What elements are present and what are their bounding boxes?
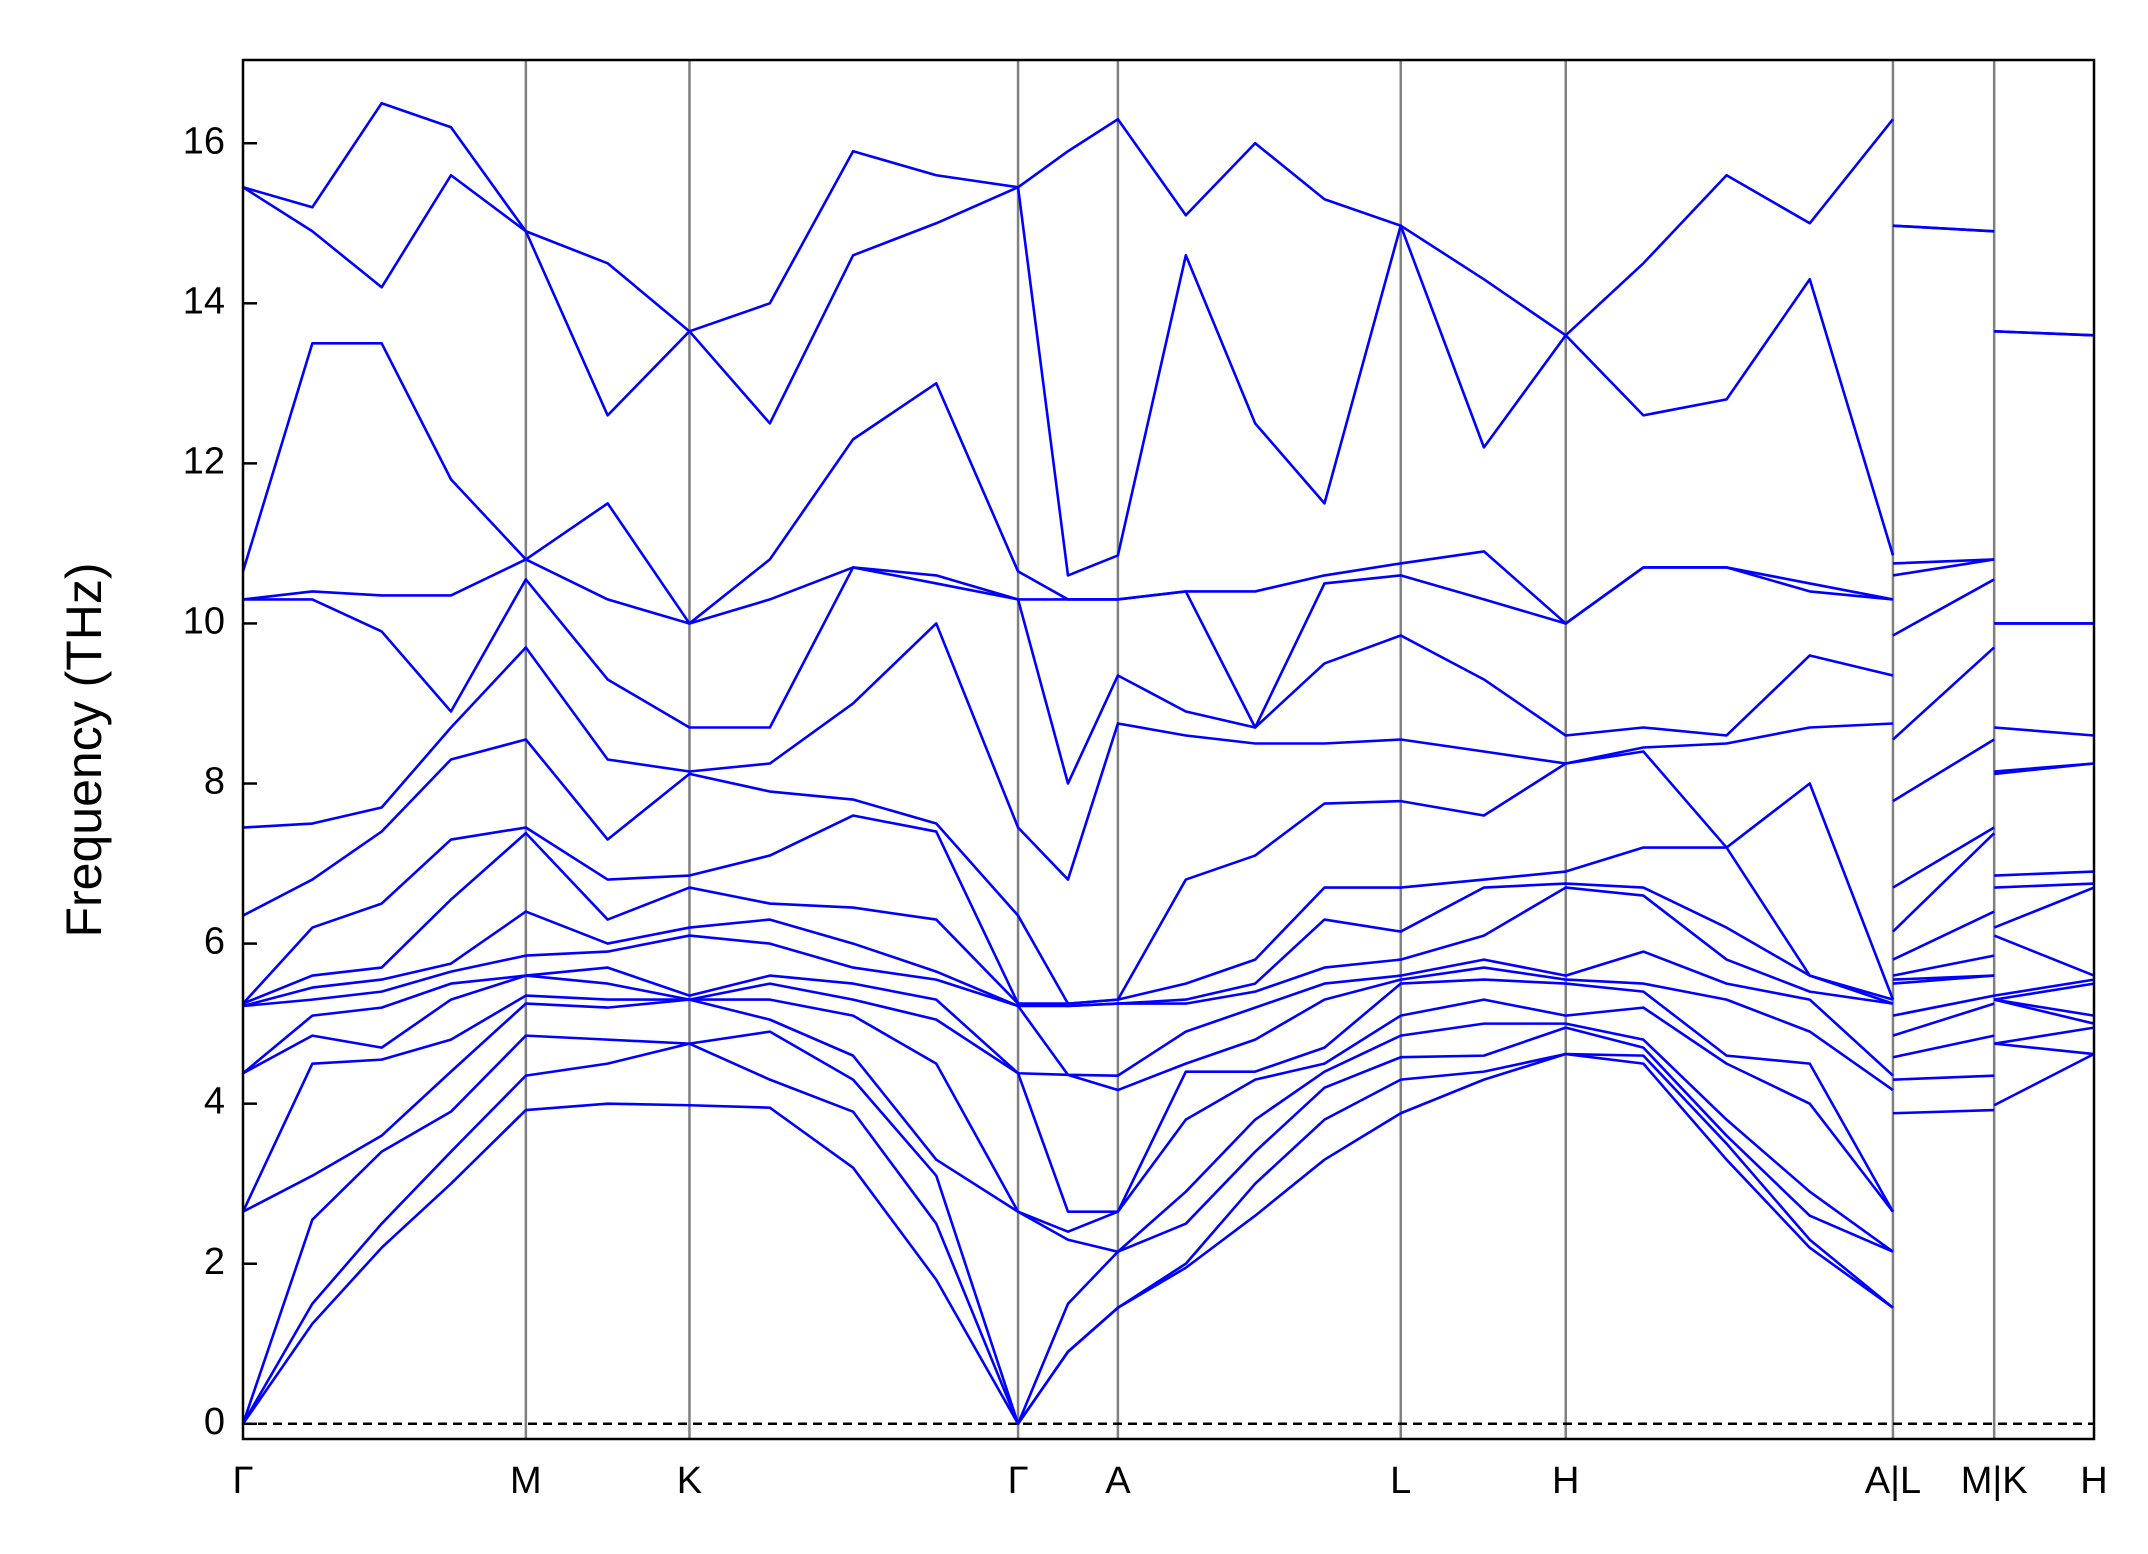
- band-line: [242, 101, 2095, 337]
- band-line: [241, 342, 2094, 625]
- y-tick-label: 6: [204, 921, 225, 963]
- x-tick-label: Γ: [1008, 1460, 1029, 1502]
- plot-frame: [241, 58, 2096, 1441]
- band-line: [241, 1042, 2095, 1426]
- x-tick-label: L: [1390, 1460, 1411, 1502]
- band-line: [242, 966, 2095, 1092]
- x-tick-label: M: [510, 1460, 542, 1502]
- band-line: [242, 998, 2095, 1254]
- x-tick-label: H: [2080, 1460, 2107, 1502]
- band-line: [242, 173, 2095, 577]
- band-line: [242, 831, 2095, 1008]
- band-line: [241, 1026, 2095, 1426]
- band-line: [242, 622, 2095, 881]
- x-tick-label: Γ: [233, 1460, 254, 1502]
- band-line: [241, 994, 2095, 1234]
- y-axis-label: Frequency (THz): [56, 562, 112, 937]
- y-tick-label: 0: [204, 1401, 225, 1443]
- y-tick-label: 4: [204, 1081, 225, 1123]
- y-tick-label: 2: [204, 1241, 225, 1283]
- x-tick-label: A: [1105, 1460, 1131, 1502]
- y-tick-label: 14: [183, 280, 225, 322]
- y-tick-label: 16: [183, 120, 225, 162]
- band-line: [243, 566, 2095, 785]
- x-tick-label: K: [677, 1460, 702, 1502]
- x-tick-label: A|L: [1865, 1460, 1921, 1502]
- x-tick-label: H: [1552, 1460, 1579, 1502]
- band-line: [242, 934, 2095, 1077]
- band-line: [242, 738, 2095, 1005]
- x-tick-label: M|K: [1961, 1460, 2028, 1502]
- band-line: [242, 974, 2095, 1213]
- y-tick-label: 12: [183, 440, 225, 482]
- y-tick-label: 8: [204, 761, 225, 803]
- y-tick-label: 10: [183, 600, 225, 642]
